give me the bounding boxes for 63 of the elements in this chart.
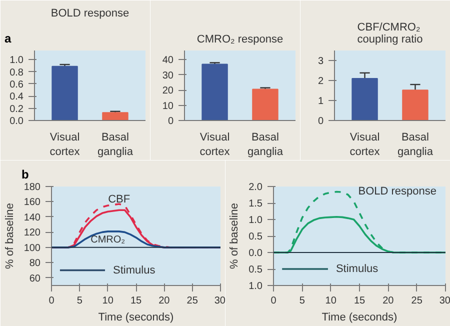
chart-title: BOLD response <box>50 8 130 20</box>
x-tick-label: Visual cortex <box>350 132 380 158</box>
y-tick-label: 0 <box>168 116 174 127</box>
y-tick-label: 1.0 <box>248 215 263 226</box>
x-tick-label: 20 <box>382 296 394 306</box>
text: a <box>4 32 12 46</box>
y-tick-label: 0.6 <box>10 79 24 90</box>
y-tick-label: 0.0 <box>248 248 263 259</box>
x-tick-label: 0 <box>48 296 55 306</box>
y-tick-label: 3 <box>318 56 324 67</box>
x-tick-label: 10 <box>325 296 337 306</box>
x-tick-label: Visual cortex <box>50 132 80 158</box>
x-tick-label: 15 <box>354 296 366 306</box>
x-tick-label: 0 <box>270 296 277 306</box>
y-tick-label: 180 <box>24 182 41 193</box>
series-label: Stimulus <box>113 264 156 276</box>
chart-title: CMRO₂ response <box>196 34 284 46</box>
annotation: CBF <box>108 193 130 206</box>
y-tick-label: 160 <box>24 197 41 208</box>
x-tick-label: Visual cortex <box>200 132 230 158</box>
y-tick-label: 0.5 <box>248 232 263 242</box>
x-tick-label: Basal ganglia <box>397 132 434 158</box>
x-tick-label: 25 <box>186 296 198 306</box>
series-label: CMRO₂ <box>90 234 126 246</box>
y-tick-label: 0.2 <box>10 104 24 115</box>
series-label: Stimulus <box>336 263 379 275</box>
y-tick-label: 2 <box>318 76 324 87</box>
x-tick-label: Basal ganglia <box>97 132 134 158</box>
x-tick-label: 5 <box>76 296 83 306</box>
x-tick-label: 30 <box>214 296 226 306</box>
x-axis-title: Time (seconds) <box>322 312 398 324</box>
x-tick-label: 25 <box>411 296 423 306</box>
x-tick-label: 15 <box>130 296 142 306</box>
y-tick-label: 120 <box>24 228 41 239</box>
y-tick-label: 1.0 <box>10 55 24 66</box>
x-tick-label: 10 <box>102 296 114 306</box>
x-axis-title: Time (seconds) <box>98 312 174 324</box>
y-tick-label: 100 <box>24 242 41 254</box>
y-tick-label: 2.0 <box>248 182 263 193</box>
y-tick-label: 1.5 <box>248 198 263 210</box>
y-tick-label: 60 <box>29 273 41 284</box>
y-tick-label: 40 <box>162 55 174 66</box>
y-tick-label: 0.4 <box>10 92 24 103</box>
y-tick-label: 20 <box>162 86 174 97</box>
y-tick-label: 0.5 <box>248 264 263 276</box>
line-series <box>52 230 220 248</box>
y-tick-label: 1 <box>318 96 324 107</box>
y-tick-label: 0 <box>318 116 324 127</box>
y-axis-title: % of baseline <box>4 202 16 270</box>
y-axis-title: % of baseline <box>228 202 241 270</box>
x-tick-label: 30 <box>439 296 450 306</box>
y-tick-label: 0.8 <box>10 67 24 78</box>
x-tick-label: 5 <box>299 296 306 306</box>
y-tick-label: 0.0 <box>10 116 24 127</box>
annotation: BOLD response <box>358 186 437 198</box>
y-tick-label: 80 <box>29 258 41 270</box>
chart-title: CBF/CMRO₂ coupling ratio <box>357 22 423 46</box>
text: b <box>22 168 29 182</box>
y-tick-label: 10 <box>162 100 174 112</box>
x-tick-label: Basal ganglia <box>247 132 284 158</box>
y-tick-label: 1.0 <box>248 281 263 292</box>
y-tick-label: 140 <box>24 212 41 224</box>
y-tick-label: 30 <box>162 70 174 82</box>
